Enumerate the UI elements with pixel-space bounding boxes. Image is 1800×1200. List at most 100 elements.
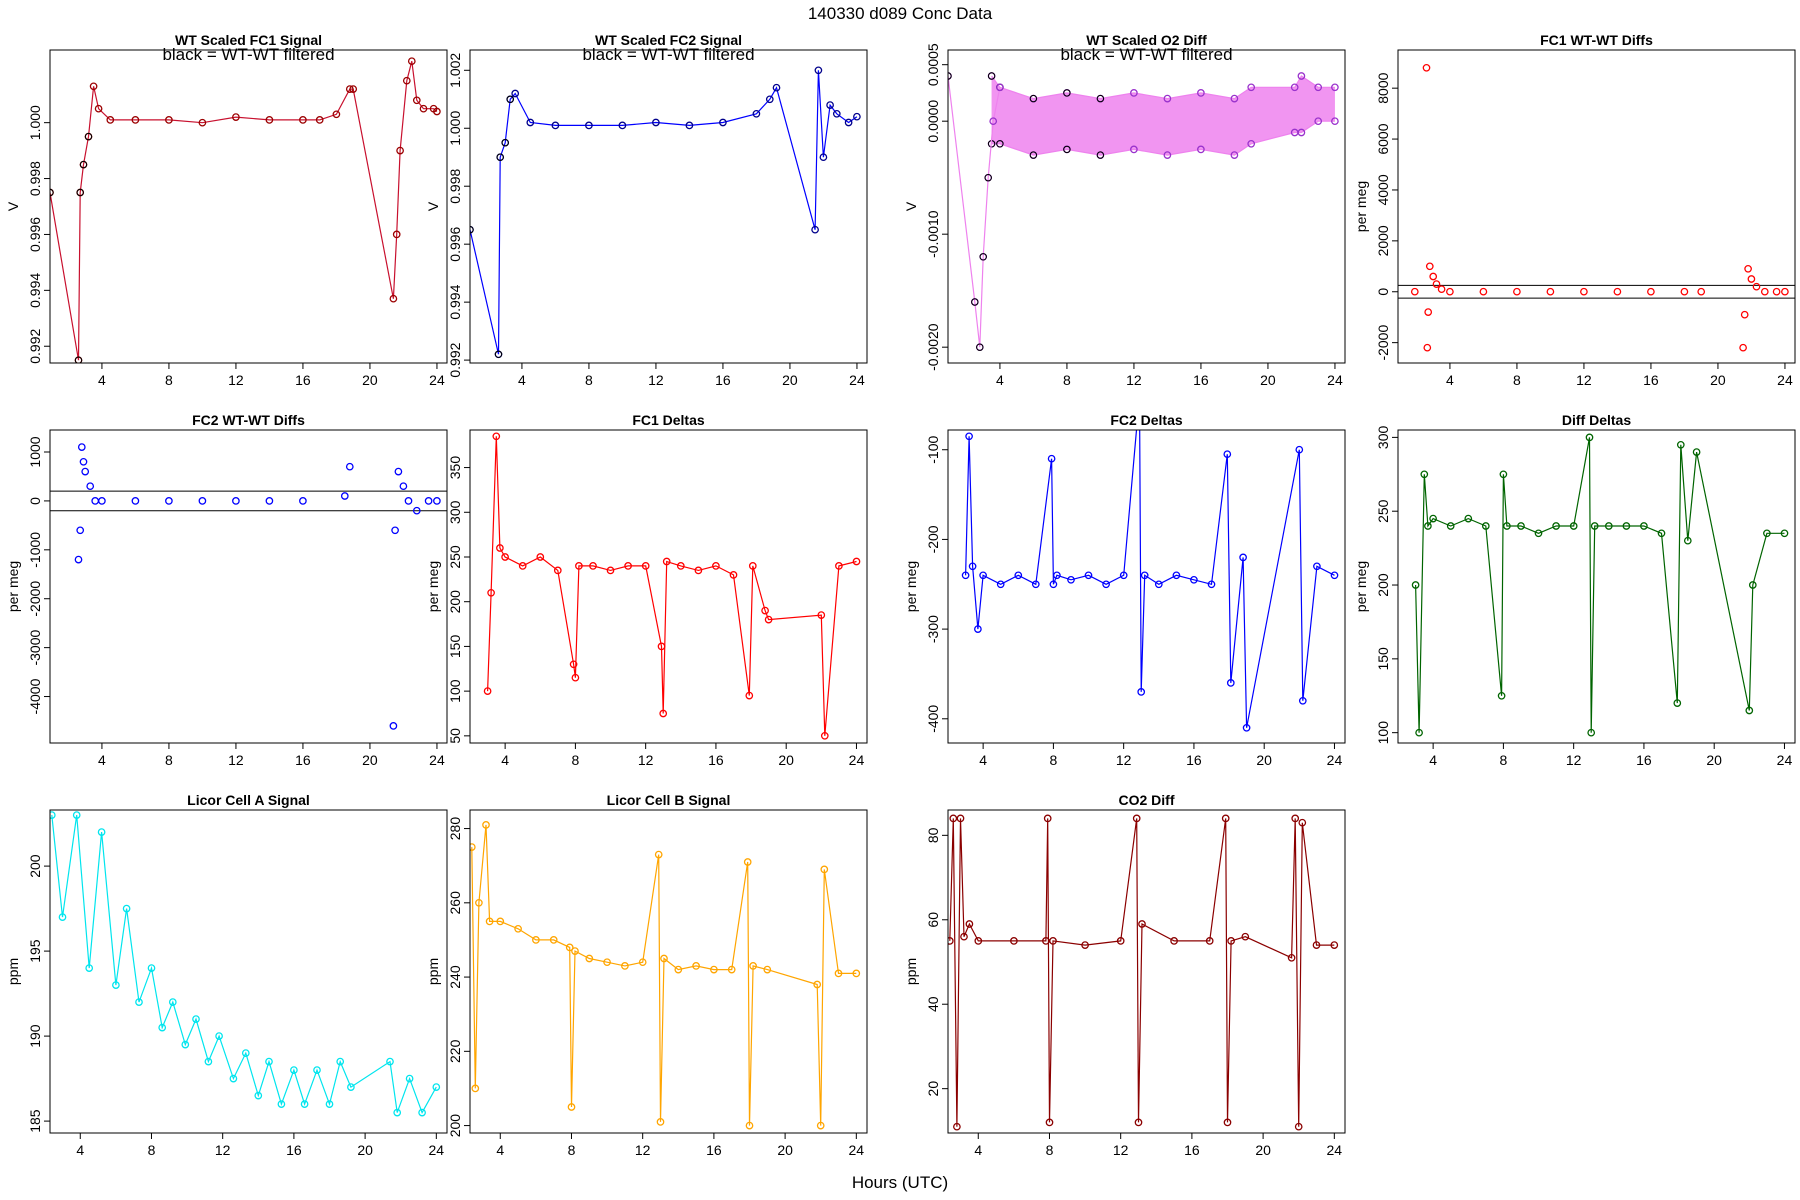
data-point <box>749 962 757 970</box>
data-point <box>147 964 156 972</box>
data-point <box>659 709 668 718</box>
data-point <box>300 1100 309 1108</box>
panel-title: CO2 Diff <box>1119 792 1175 808</box>
y-tick-label: 1.000 <box>447 111 463 146</box>
data-point <box>662 557 671 566</box>
data-point <box>241 1049 250 1057</box>
data-point <box>1423 343 1432 352</box>
data-point <box>752 109 761 118</box>
y-tick-label: 100 <box>1375 721 1391 745</box>
data-point <box>852 557 861 566</box>
y-tick-label: 190 <box>27 1024 43 1048</box>
data-point <box>719 118 727 127</box>
filtered-point <box>987 72 996 80</box>
y-tick-label: -100 <box>925 436 941 464</box>
data-point <box>1590 522 1599 530</box>
y-tick-label: 0.0005 <box>925 43 941 86</box>
data-point <box>325 1100 334 1108</box>
data-point <box>1647 287 1655 296</box>
plot-area <box>948 814 1339 1131</box>
plot-frame <box>49 429 448 744</box>
data-point <box>1045 1118 1054 1127</box>
data-point <box>1330 941 1339 949</box>
y-tick-label: 200 <box>447 590 463 614</box>
data-point <box>1499 470 1508 479</box>
y-tick-label: 250 <box>447 545 463 569</box>
y-tick-label: 185 <box>27 1109 43 1133</box>
data-point <box>694 566 703 575</box>
y-tick-label: 1000 <box>27 436 43 467</box>
data-point <box>1247 83 1256 92</box>
panel-title: Diff Deltas <box>1562 412 1631 428</box>
data-point <box>389 294 398 303</box>
data-point <box>811 225 819 234</box>
data-point <box>315 116 324 124</box>
data-point <box>1172 571 1181 580</box>
x-tick-label: 16 <box>706 1142 722 1158</box>
data-point <box>526 118 535 127</box>
data-point <box>1031 580 1040 589</box>
data-point <box>1680 287 1689 296</box>
data-point <box>853 112 861 121</box>
x-tick-label: 12 <box>1576 372 1592 388</box>
data-point <box>1780 529 1789 538</box>
x-tick-label: 16 <box>1193 372 1209 388</box>
data-point <box>1425 262 1434 271</box>
data-point <box>58 913 67 921</box>
data-point <box>1410 287 1419 296</box>
y-axis-label: V <box>903 201 919 211</box>
data-point <box>1067 575 1075 584</box>
data-point <box>1287 953 1296 962</box>
data-point <box>814 66 823 75</box>
data-point <box>485 917 494 926</box>
data-point <box>1313 562 1321 571</box>
data-point <box>1424 308 1433 316</box>
data-point <box>290 1066 298 1074</box>
data-point <box>660 954 668 963</box>
data-point <box>1752 282 1761 291</box>
data-point <box>215 1032 223 1040</box>
data-point <box>1420 470 1429 479</box>
series-line-0 <box>487 436 857 736</box>
y-tick-label: 150 <box>447 635 463 659</box>
y-tick-label: -300 <box>925 615 941 643</box>
data-point <box>621 962 629 970</box>
panel-title: FC1 WT-WT Diffs <box>1540 32 1653 48</box>
plot-frame <box>947 49 1346 364</box>
x-tick-label: 16 <box>286 1142 302 1158</box>
data-point <box>1740 310 1749 319</box>
data-point <box>1739 343 1747 352</box>
panel-title: Licor Cell A Signal <box>187 792 310 808</box>
x-tick-label: 12 <box>648 372 664 388</box>
x-tick-label: 8 <box>1046 1142 1054 1158</box>
data-point <box>1763 529 1771 538</box>
data-point <box>1223 450 1232 459</box>
filtered-point <box>1029 151 1038 159</box>
x-tick-label: 24 <box>849 372 865 388</box>
data-point <box>1247 139 1256 148</box>
filtered-point <box>1029 94 1038 103</box>
data-point <box>50 811 56 819</box>
data-point <box>575 562 583 570</box>
data-point <box>77 443 86 451</box>
plot-area <box>948 72 1339 352</box>
filtered-point <box>948 72 952 80</box>
data-point <box>340 492 349 500</box>
data-point <box>765 95 774 104</box>
data-point <box>820 865 829 874</box>
data-point <box>1314 83 1323 92</box>
data-point <box>496 544 504 552</box>
data-point <box>712 562 720 570</box>
panel-annotation: black = WT-WT filtered <box>162 45 334 64</box>
plot-frame <box>469 49 868 364</box>
x-tick-label: 24 <box>849 1142 865 1158</box>
y-axis-label: V <box>425 201 441 211</box>
data-point <box>122 904 131 913</box>
y-tick-label: 260 <box>447 891 463 915</box>
x-tick-label: 16 <box>1186 752 1202 768</box>
data-point <box>392 230 401 239</box>
data-point <box>1464 514 1473 523</box>
data-point <box>1673 699 1682 707</box>
data-point <box>389 722 398 730</box>
data-point <box>419 104 428 113</box>
